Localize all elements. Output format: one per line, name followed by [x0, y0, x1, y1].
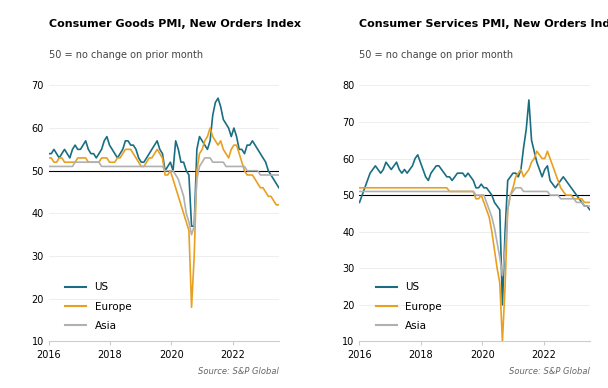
Text: 50 = no change on prior month: 50 = no change on prior month	[359, 50, 514, 60]
Text: 50 = no change on prior month: 50 = no change on prior month	[49, 50, 202, 60]
Text: Consumer Goods PMI, New Orders Index: Consumer Goods PMI, New Orders Index	[49, 19, 300, 29]
Text: Consumer Services PMI, New Orders Index: Consumer Services PMI, New Orders Index	[359, 19, 608, 29]
Text: Source: S&P Global: Source: S&P Global	[509, 367, 590, 376]
Text: Source: S&P Global: Source: S&P Global	[198, 367, 279, 376]
Legend: US, Europe, Asia: US, Europe, Asia	[376, 282, 442, 331]
Legend: US, Europe, Asia: US, Europe, Asia	[66, 282, 131, 331]
